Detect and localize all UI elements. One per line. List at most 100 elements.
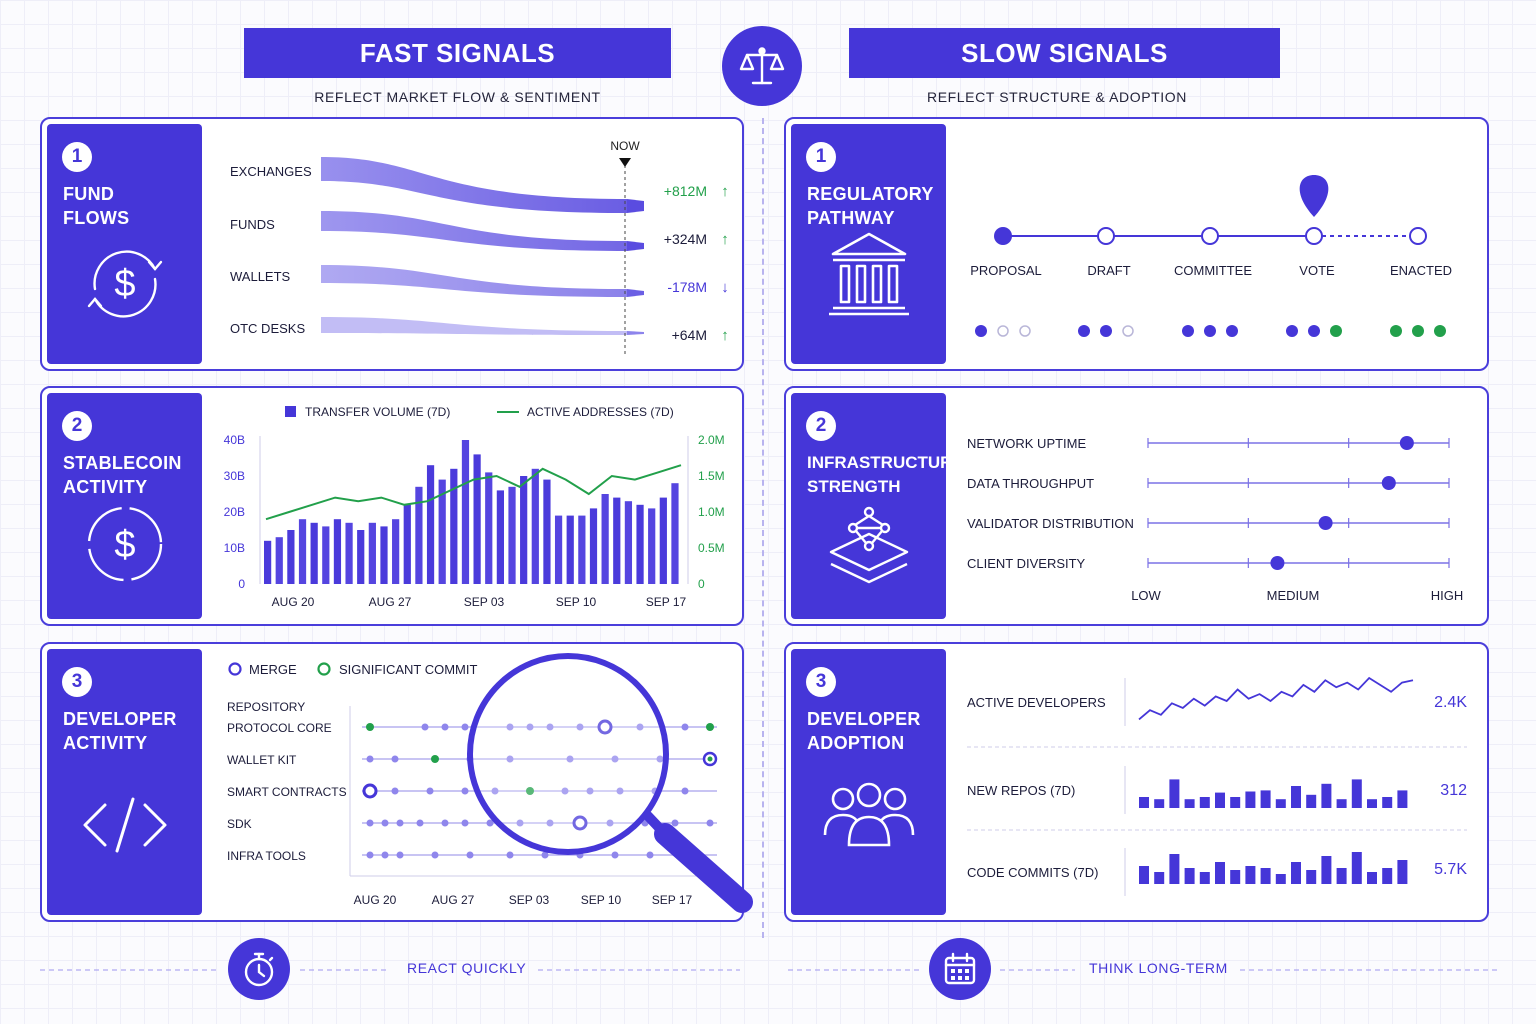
flow-label: WALLETS bbox=[230, 269, 291, 284]
volume-bar bbox=[322, 526, 330, 584]
legend-volume: TRANSFER VOLUME (7D) bbox=[305, 405, 450, 419]
legend-bar-swatch bbox=[285, 406, 296, 417]
significant-commit-dot bbox=[706, 723, 714, 731]
commit-dot bbox=[611, 851, 619, 859]
volume-bar bbox=[543, 479, 551, 584]
progress-dot bbox=[1412, 325, 1424, 337]
commit-dot bbox=[431, 851, 439, 859]
fund-flows-sidebar: 1 FUND FLOWS $ bbox=[47, 124, 202, 364]
commit-dot bbox=[441, 723, 449, 731]
arrow-up-icon: ↑ bbox=[721, 231, 729, 248]
new-repos-bar bbox=[1199, 797, 1210, 808]
commit-dot bbox=[561, 787, 569, 795]
adoption-label: CODE COMMITS (7D) bbox=[967, 865, 1098, 880]
new-repos-bar bbox=[1184, 799, 1195, 808]
dev-adoption-chart: ACTIVE DEVELOPERS 2.4K NEW REPOS (7D) 312 CO… bbox=[967, 676, 1467, 896]
volume-bar bbox=[578, 515, 586, 584]
stage-node bbox=[1201, 227, 1219, 245]
progress-dot bbox=[975, 325, 987, 337]
repo-label: SDK bbox=[227, 817, 252, 831]
card-number: 1 bbox=[806, 142, 836, 172]
infra-metric-label: VALIDATOR DISTRIBUTION bbox=[967, 516, 1134, 531]
fast-signals-title: FAST SIGNALS bbox=[359, 37, 556, 68]
commit-dot bbox=[391, 787, 399, 795]
commit-dot bbox=[366, 755, 374, 763]
new-repos-bar bbox=[1291, 786, 1301, 808]
arrow-down-icon: ↓ bbox=[721, 279, 729, 296]
commit-dot bbox=[461, 819, 469, 827]
flow-label: EXCHANGES bbox=[230, 164, 312, 179]
commit-dot bbox=[516, 819, 524, 827]
flow-label: OTC DESKS bbox=[230, 321, 305, 336]
regulatory-sidebar: 1 REGULATORY PATHWAY bbox=[791, 124, 946, 364]
commit-dot bbox=[461, 723, 469, 731]
code-commits-bar bbox=[1230, 870, 1241, 884]
code-commits-bar bbox=[1351, 852, 1362, 884]
footer-react-quickly: REACT QUICKLY bbox=[407, 960, 527, 976]
svg-text:$: $ bbox=[114, 524, 135, 566]
active-developers-sparkline bbox=[1138, 676, 1414, 721]
flow-value: +812M bbox=[664, 183, 707, 199]
volume-bar bbox=[403, 504, 411, 584]
infra-level-dot bbox=[1318, 516, 1333, 530]
flow-value: +64M bbox=[672, 327, 707, 343]
code-commits-bar bbox=[1154, 872, 1165, 884]
volume-bar bbox=[520, 476, 528, 584]
commit-dot bbox=[586, 787, 594, 795]
commit-dot bbox=[391, 755, 399, 763]
new-repos-bar bbox=[1245, 791, 1256, 808]
code-commits-bar bbox=[1184, 868, 1195, 884]
new-repos-bar bbox=[1306, 794, 1317, 808]
calendar-icon bbox=[929, 938, 991, 1000]
commit-dot bbox=[546, 819, 554, 827]
commit-dot bbox=[366, 819, 374, 827]
commit-dot bbox=[566, 755, 574, 763]
code-commits-bar bbox=[1260, 868, 1271, 884]
regulatory-title: REGULATORY PATHWAY bbox=[807, 184, 934, 228]
commit-dot bbox=[526, 723, 534, 731]
commit-dot bbox=[646, 851, 654, 859]
now-label: NOW bbox=[610, 139, 640, 153]
flow-exchanges bbox=[321, 157, 627, 213]
developer-activity-title: DEVELOPER ACTIVITY bbox=[63, 709, 177, 753]
regulatory-card: 1 REGULATORY PATHWAY PROPOSAL DRAFT COMMIT… bbox=[784, 117, 1489, 371]
progress-dot bbox=[1308, 325, 1320, 337]
infra-level-dot bbox=[1399, 436, 1414, 450]
arrow-up-icon: ↑ bbox=[721, 327, 729, 344]
flow-funds bbox=[321, 211, 627, 251]
x-tick: AUG 27 bbox=[369, 595, 412, 609]
volume-bar bbox=[275, 537, 283, 584]
commit-dot bbox=[466, 851, 474, 859]
code-commits-bar bbox=[1199, 872, 1210, 884]
stage-node bbox=[1305, 227, 1323, 245]
card-number: 3 bbox=[806, 667, 836, 697]
volume-bar bbox=[392, 519, 400, 584]
stage-node bbox=[1409, 227, 1427, 245]
significant-commit-dot bbox=[431, 755, 439, 763]
volume-bar bbox=[426, 465, 435, 584]
commit-dot bbox=[681, 723, 689, 731]
significant-commit-dot bbox=[366, 723, 374, 731]
new-repos-bar bbox=[1169, 779, 1180, 808]
location-pin-icon bbox=[1299, 175, 1329, 217]
y-tick-left: 20B bbox=[224, 505, 245, 519]
repo-label: SMART CONTRACTS bbox=[227, 785, 347, 799]
new-repos-bar bbox=[1215, 792, 1225, 808]
volume-bar bbox=[496, 490, 504, 584]
institution-icon bbox=[819, 224, 919, 324]
footer-dashes bbox=[40, 969, 1500, 971]
infra-level-dot bbox=[1270, 556, 1285, 570]
y-tick-left: 40B bbox=[224, 433, 245, 447]
commit-dot bbox=[681, 787, 689, 795]
card-number: 1 bbox=[62, 142, 92, 172]
code-commits-bar bbox=[1321, 856, 1332, 884]
balance-scale-icon bbox=[722, 26, 802, 106]
commit-dot bbox=[366, 851, 374, 859]
dev-adoption-card: 3 DEVELOPER ADOPTION ACTIVE DEVELOPERS 2.… bbox=[784, 642, 1489, 922]
commit-dot bbox=[706, 819, 714, 827]
progress-dot bbox=[1286, 325, 1298, 337]
volume-bar bbox=[636, 504, 644, 584]
volume-bar bbox=[659, 497, 667, 584]
flow-wallets bbox=[321, 265, 627, 297]
merge-dot bbox=[362, 783, 378, 799]
